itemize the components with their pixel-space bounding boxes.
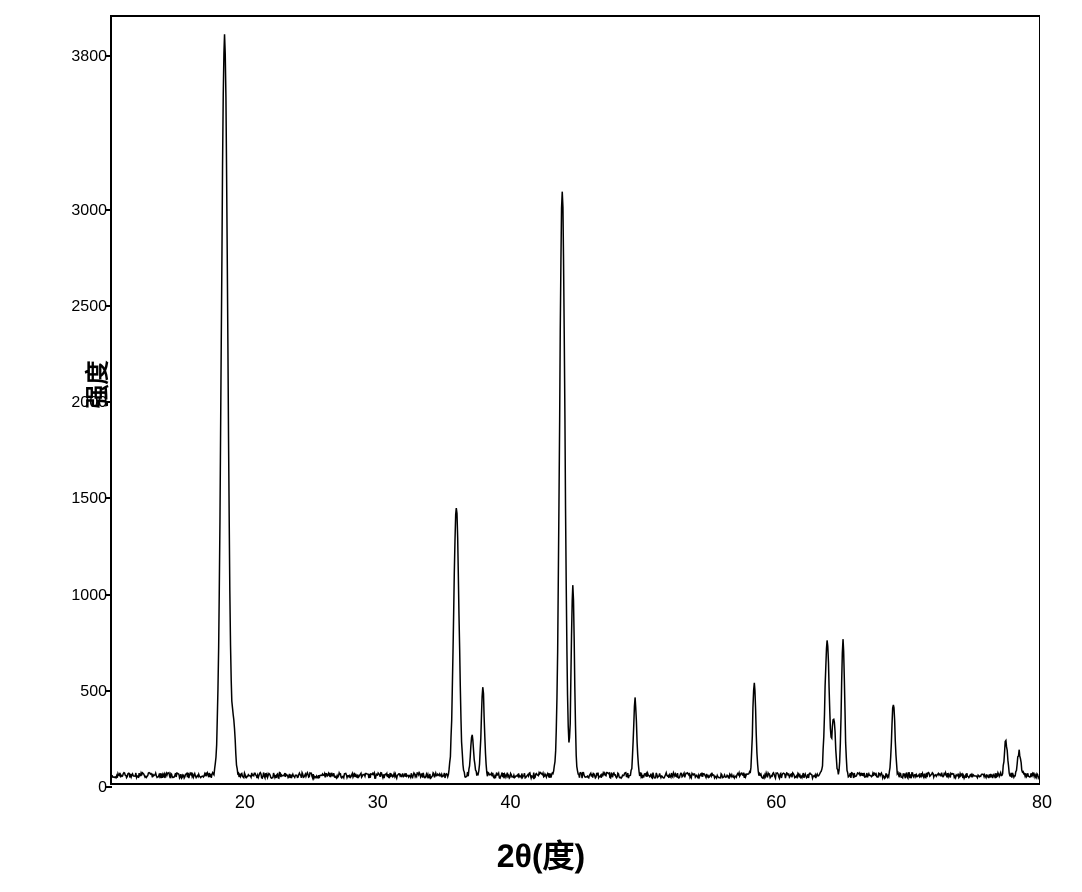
plot-area: 0500100015002000250030003800 2030406080 xyxy=(110,15,1040,785)
x-tick-label: 40 xyxy=(491,792,531,813)
y-tick-label: 0 xyxy=(67,779,107,797)
y-tick-label: 3800 xyxy=(67,48,107,66)
x-tick-label: 80 xyxy=(1022,792,1062,813)
y-tick-label: 1000 xyxy=(67,587,107,605)
x-axis-label: 2θ(度) xyxy=(497,831,585,877)
x-tick-label: 30 xyxy=(358,792,398,813)
y-tick-label: 500 xyxy=(67,683,107,701)
spectrum-line xyxy=(112,17,1039,785)
y-tick-label: 1500 xyxy=(67,490,107,508)
y-tick-label: 3000 xyxy=(67,202,107,220)
y-tick-label: 2000 xyxy=(67,394,107,412)
x-tick-label: 60 xyxy=(756,792,796,813)
x-tick-label: 20 xyxy=(225,792,265,813)
xrd-chart: 强度 0500100015002000250030003800 20304060… xyxy=(80,15,1040,795)
y-tick-label: 2500 xyxy=(67,298,107,316)
